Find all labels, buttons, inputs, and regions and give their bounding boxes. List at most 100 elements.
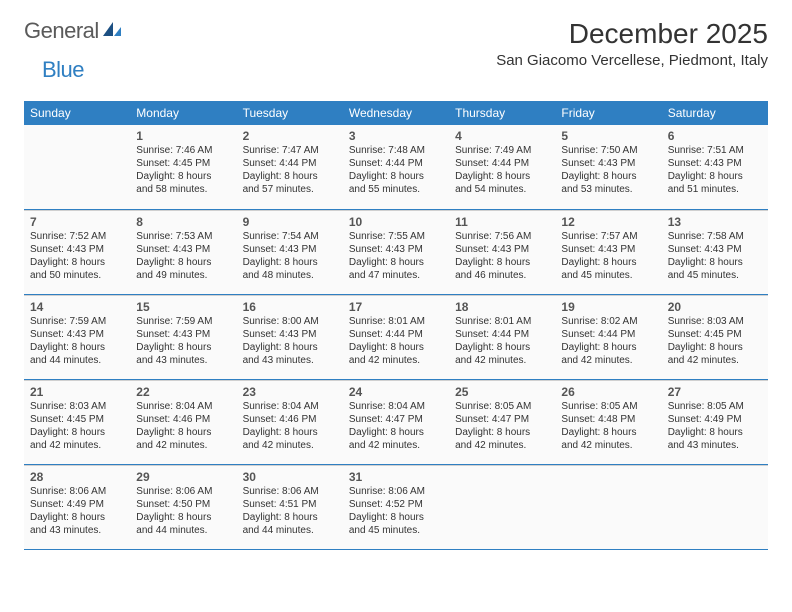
day-info: Sunrise: 7:47 AMSunset: 4:44 PMDaylight:…	[243, 144, 337, 196]
day-header-tuesday: Tuesday	[237, 101, 343, 125]
day-number: 9	[243, 215, 337, 229]
week-row: 7Sunrise: 7:52 AMSunset: 4:43 PMDaylight…	[24, 210, 768, 295]
day-cell: 8Sunrise: 7:53 AMSunset: 4:43 PMDaylight…	[130, 210, 236, 294]
day-number: 20	[668, 300, 762, 314]
day-number: 15	[136, 300, 230, 314]
day-number: 5	[561, 129, 655, 143]
day-info: Sunrise: 8:06 AMSunset: 4:50 PMDaylight:…	[136, 485, 230, 537]
day-cell: 21Sunrise: 8:03 AMSunset: 4:45 PMDayligh…	[24, 380, 130, 464]
day-header-thursday: Thursday	[449, 101, 555, 125]
week-row: 21Sunrise: 8:03 AMSunset: 4:45 PMDayligh…	[24, 380, 768, 465]
month-title: December 2025	[496, 18, 768, 50]
day-info: Sunrise: 8:05 AMSunset: 4:49 PMDaylight:…	[668, 400, 762, 452]
day-cell: 1Sunrise: 7:46 AMSunset: 4:45 PMDaylight…	[130, 125, 236, 209]
day-cell: 26Sunrise: 8:05 AMSunset: 4:48 PMDayligh…	[555, 380, 661, 464]
day-number: 6	[668, 129, 762, 143]
day-info: Sunrise: 7:49 AMSunset: 4:44 PMDaylight:…	[455, 144, 549, 196]
day-cell: 14Sunrise: 7:59 AMSunset: 4:43 PMDayligh…	[24, 295, 130, 379]
day-cell: 5Sunrise: 7:50 AMSunset: 4:43 PMDaylight…	[555, 125, 661, 209]
week-row: 14Sunrise: 7:59 AMSunset: 4:43 PMDayligh…	[24, 295, 768, 380]
day-info: Sunrise: 8:00 AMSunset: 4:43 PMDaylight:…	[243, 315, 337, 367]
day-cell: 10Sunrise: 7:55 AMSunset: 4:43 PMDayligh…	[343, 210, 449, 294]
day-cell: 30Sunrise: 8:06 AMSunset: 4:51 PMDayligh…	[237, 465, 343, 549]
day-number: 22	[136, 385, 230, 399]
day-number: 11	[455, 215, 549, 229]
day-number: 31	[349, 470, 443, 484]
day-info: Sunrise: 7:52 AMSunset: 4:43 PMDaylight:…	[30, 230, 124, 282]
day-number: 24	[349, 385, 443, 399]
day-info: Sunrise: 7:53 AMSunset: 4:43 PMDaylight:…	[136, 230, 230, 282]
day-cell: 13Sunrise: 7:58 AMSunset: 4:43 PMDayligh…	[662, 210, 768, 294]
logo: General	[24, 18, 125, 44]
day-number: 29	[136, 470, 230, 484]
day-info: Sunrise: 7:48 AMSunset: 4:44 PMDaylight:…	[349, 144, 443, 196]
empty-cell	[24, 125, 130, 209]
day-cell: 28Sunrise: 8:06 AMSunset: 4:49 PMDayligh…	[24, 465, 130, 549]
day-info: Sunrise: 7:58 AMSunset: 4:43 PMDaylight:…	[668, 230, 762, 282]
day-info: Sunrise: 7:57 AMSunset: 4:43 PMDaylight:…	[561, 230, 655, 282]
day-header-wednesday: Wednesday	[343, 101, 449, 125]
day-info: Sunrise: 8:04 AMSunset: 4:47 PMDaylight:…	[349, 400, 443, 452]
day-info: Sunrise: 8:01 AMSunset: 4:44 PMDaylight:…	[349, 315, 443, 367]
day-header-saturday: Saturday	[662, 101, 768, 125]
day-cell: 18Sunrise: 8:01 AMSunset: 4:44 PMDayligh…	[449, 295, 555, 379]
day-info: Sunrise: 8:05 AMSunset: 4:47 PMDaylight:…	[455, 400, 549, 452]
day-number: 3	[349, 129, 443, 143]
day-info: Sunrise: 7:59 AMSunset: 4:43 PMDaylight:…	[136, 315, 230, 367]
day-cell: 9Sunrise: 7:54 AMSunset: 4:43 PMDaylight…	[237, 210, 343, 294]
day-info: Sunrise: 7:50 AMSunset: 4:43 PMDaylight:…	[561, 144, 655, 196]
day-info: Sunrise: 7:59 AMSunset: 4:43 PMDaylight:…	[30, 315, 124, 367]
day-cell: 20Sunrise: 8:03 AMSunset: 4:45 PMDayligh…	[662, 295, 768, 379]
week-row: 1Sunrise: 7:46 AMSunset: 4:45 PMDaylight…	[24, 125, 768, 210]
day-cell: 25Sunrise: 8:05 AMSunset: 4:47 PMDayligh…	[449, 380, 555, 464]
logo-text-general: General	[24, 18, 99, 44]
day-number: 12	[561, 215, 655, 229]
day-info: Sunrise: 8:04 AMSunset: 4:46 PMDaylight:…	[136, 400, 230, 452]
empty-cell	[449, 465, 555, 549]
day-header-monday: Monday	[130, 101, 236, 125]
day-number: 26	[561, 385, 655, 399]
day-number: 14	[30, 300, 124, 314]
day-info: Sunrise: 8:06 AMSunset: 4:52 PMDaylight:…	[349, 485, 443, 537]
day-number: 27	[668, 385, 762, 399]
day-cell: 3Sunrise: 7:48 AMSunset: 4:44 PMDaylight…	[343, 125, 449, 209]
day-header-sunday: Sunday	[24, 101, 130, 125]
day-number: 10	[349, 215, 443, 229]
day-number: 23	[243, 385, 337, 399]
day-info: Sunrise: 8:04 AMSunset: 4:46 PMDaylight:…	[243, 400, 337, 452]
day-number: 17	[349, 300, 443, 314]
day-number: 2	[243, 129, 337, 143]
day-cell: 19Sunrise: 8:02 AMSunset: 4:44 PMDayligh…	[555, 295, 661, 379]
day-cell: 24Sunrise: 8:04 AMSunset: 4:47 PMDayligh…	[343, 380, 449, 464]
day-number: 7	[30, 215, 124, 229]
day-number: 28	[30, 470, 124, 484]
day-cell: 7Sunrise: 7:52 AMSunset: 4:43 PMDaylight…	[24, 210, 130, 294]
day-number: 13	[668, 215, 762, 229]
logo-sail-icon	[101, 20, 123, 43]
day-cell: 17Sunrise: 8:01 AMSunset: 4:44 PMDayligh…	[343, 295, 449, 379]
day-cell: 23Sunrise: 8:04 AMSunset: 4:46 PMDayligh…	[237, 380, 343, 464]
day-info: Sunrise: 7:46 AMSunset: 4:45 PMDaylight:…	[136, 144, 230, 196]
day-info: Sunrise: 8:01 AMSunset: 4:44 PMDaylight:…	[455, 315, 549, 367]
day-cell: 12Sunrise: 7:57 AMSunset: 4:43 PMDayligh…	[555, 210, 661, 294]
day-number: 25	[455, 385, 549, 399]
week-row: 28Sunrise: 8:06 AMSunset: 4:49 PMDayligh…	[24, 465, 768, 550]
day-info: Sunrise: 7:56 AMSunset: 4:43 PMDaylight:…	[455, 230, 549, 282]
day-info: Sunrise: 8:03 AMSunset: 4:45 PMDaylight:…	[668, 315, 762, 367]
day-number: 19	[561, 300, 655, 314]
day-header-friday: Friday	[555, 101, 661, 125]
day-cell: 27Sunrise: 8:05 AMSunset: 4:49 PMDayligh…	[662, 380, 768, 464]
day-info: Sunrise: 8:06 AMSunset: 4:49 PMDaylight:…	[30, 485, 124, 537]
day-info: Sunrise: 7:51 AMSunset: 4:43 PMDaylight:…	[668, 144, 762, 196]
day-info: Sunrise: 7:54 AMSunset: 4:43 PMDaylight:…	[243, 230, 337, 282]
day-info: Sunrise: 7:55 AMSunset: 4:43 PMDaylight:…	[349, 230, 443, 282]
day-number: 16	[243, 300, 337, 314]
day-cell: 6Sunrise: 7:51 AMSunset: 4:43 PMDaylight…	[662, 125, 768, 209]
day-info: Sunrise: 8:05 AMSunset: 4:48 PMDaylight:…	[561, 400, 655, 452]
calendar: SundayMondayTuesdayWednesdayThursdayFrid…	[24, 101, 768, 550]
day-number: 8	[136, 215, 230, 229]
day-number: 21	[30, 385, 124, 399]
logo-text-blue: Blue	[42, 57, 84, 82]
day-number: 1	[136, 129, 230, 143]
day-number: 18	[455, 300, 549, 314]
